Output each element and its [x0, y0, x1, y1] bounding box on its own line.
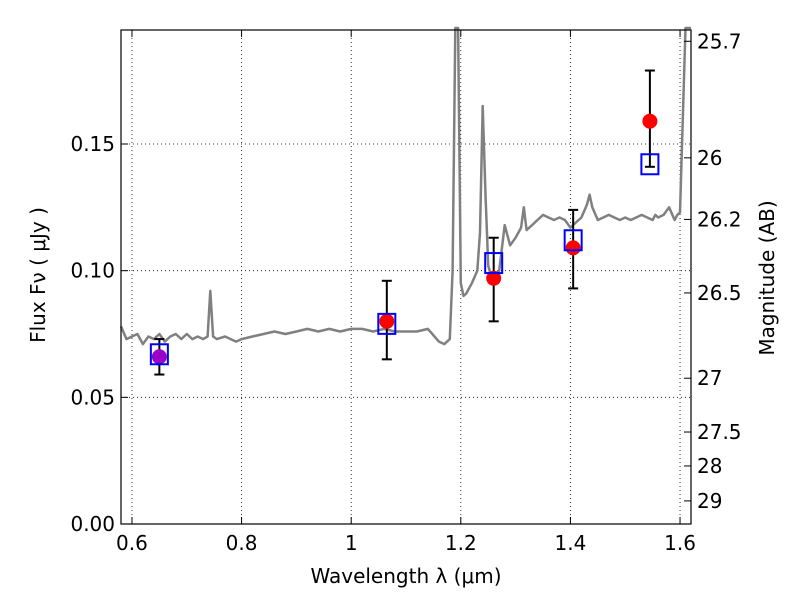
x-tick-label: 1.6 [664, 531, 696, 555]
observed-point [642, 113, 658, 129]
errorbar-layer [154, 69, 655, 376]
y2-tick-label: 27.5 [697, 420, 742, 444]
model-spectrum-layer [119, 26, 691, 346]
model-spectrum-line [119, 26, 691, 346]
y2-tick-label: 26.5 [697, 281, 742, 305]
y-tick-label: 0.10 [70, 259, 115, 283]
y2-tick-labels: 25.7 26 26.2 26.5 27 27.5 28 29 [697, 29, 742, 513]
y-axis-title: Flux Fν ( μJy ) [26, 207, 50, 343]
y-tick-label: 0.00 [70, 512, 115, 536]
observed-point [565, 240, 581, 256]
model-box-point [563, 229, 583, 252]
y2-tick-label: 26 [697, 146, 722, 170]
plot-frame [120, 29, 692, 525]
model-boxes-layer [149, 153, 660, 366]
x-tick-labels: 0.6 0.8 1 1.2 1.4 1.6 [116, 531, 696, 555]
x-tick-label: 1.4 [555, 531, 587, 555]
grid-lines [121, 30, 691, 525]
y-tick-label: 0.15 [70, 132, 115, 156]
model-box-point [149, 343, 169, 366]
observed-point [151, 349, 167, 365]
y2-axis-title: Magnitude (AB) [755, 200, 779, 355]
y-tick-label: 0.05 [70, 385, 115, 409]
x-tick-label: 0.6 [116, 531, 148, 555]
y2-tick-label: 29 [697, 489, 722, 513]
model-box-point [484, 252, 504, 275]
x-tick-label: 1.2 [445, 531, 477, 555]
axis-ticks [121, 30, 691, 525]
y2-tick-label: 26.2 [697, 207, 742, 231]
model-box-point [377, 312, 397, 335]
y-tick-labels: 0.00 0.05 0.10 0.15 [70, 132, 115, 536]
y2-tick-label: 25.7 [697, 29, 742, 53]
observed-points-layer [151, 113, 658, 365]
observed-point [379, 313, 395, 329]
y2-tick-label: 27 [697, 366, 722, 390]
model-box-point [640, 153, 660, 176]
observed-point [486, 270, 502, 286]
x-tick-label: 0.8 [226, 531, 258, 555]
x-tick-label: 1 [345, 531, 358, 555]
x-axis-title: Wavelength λ (μm) [310, 564, 501, 588]
y2-tick-label: 28 [697, 454, 722, 478]
